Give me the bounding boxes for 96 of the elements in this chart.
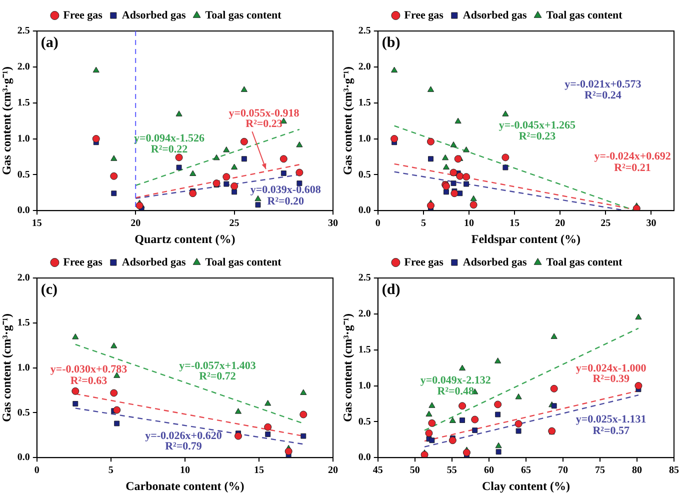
- y-axis-title: Gas content (cm³·g⁻¹): [340, 66, 354, 176]
- y-tick-label: 1.5: [17, 317, 30, 328]
- y-tick-label: 0.5: [17, 407, 30, 418]
- x-axis-title: Carbonate content (%): [126, 478, 244, 493]
- x-tick-label: 70: [558, 465, 568, 476]
- annotation: R²=0.24: [584, 90, 622, 102]
- x-tick-label: 0: [34, 465, 40, 476]
- annotation: R²=0.23: [518, 130, 556, 142]
- x-tick-label: 30: [328, 218, 338, 230]
- x-tick-label: 5: [108, 465, 114, 476]
- legend-label: Adsorbed gas: [462, 256, 528, 268]
- legend-label: Free gas: [63, 9, 104, 22]
- x-tick-label: 15: [32, 218, 42, 230]
- annotation: R²=0.79: [165, 440, 202, 453]
- y-tick-label: 2.0: [358, 308, 371, 320]
- x-tick-label: 55: [446, 465, 457, 476]
- annotation: R²=0.72: [199, 370, 236, 383]
- y-tick-label: 2.0: [17, 272, 30, 284]
- legend-label: Toal gas content: [205, 256, 282, 268]
- annotation: R²=0.22: [150, 143, 188, 156]
- x-tick-label: 20: [328, 465, 338, 476]
- y-tick-label: 1.5: [358, 344, 371, 356]
- chart-title: (c): [40, 282, 58, 298]
- x-tick-label: 85: [669, 465, 679, 476]
- legend-label: Toal gas content: [546, 256, 623, 268]
- x-tick-label: 60: [484, 465, 494, 476]
- y-tick-label: 2.5: [358, 26, 371, 37]
- x-tick-label: 25: [229, 218, 240, 230]
- y-tick-label: 0.0: [358, 205, 371, 216]
- y-tick-label: 1.5: [17, 97, 30, 108]
- annotation: R²=0.57: [592, 424, 630, 437]
- y-tick-label: 1.5: [358, 97, 371, 108]
- x-tick-label: 0: [375, 218, 380, 230]
- y-axis-title: Gas content (cm³·g⁻¹): [0, 314, 14, 422]
- y-tick-label: 0.0: [17, 205, 30, 216]
- x-tick-label: 20: [555, 218, 566, 230]
- annotation: y=0.049x-2.132: [420, 374, 492, 387]
- y-tick-label: 2.5: [358, 272, 371, 284]
- x-tick-label: 15: [254, 465, 264, 476]
- x-axis-title: Clay content (%): [482, 478, 570, 493]
- annotation: R²=0.21: [614, 162, 651, 174]
- x-tick-label: 5: [420, 218, 426, 230]
- legend-label: Free gas: [404, 256, 444, 268]
- y-axis-title: Gas content (cm³·g⁻¹): [0, 66, 14, 176]
- y-tick-label: 0.5: [358, 416, 371, 428]
- y-tick-label: 0.5: [17, 169, 30, 180]
- y-tick-label: 1.0: [358, 133, 371, 144]
- y-tick-label: 1.0: [358, 380, 371, 392]
- y-tick-label: 2.0: [17, 62, 30, 72]
- legend-label: Adsorbed gas: [462, 9, 528, 22]
- annotation: y=0.094x-1.526: [134, 132, 205, 145]
- annotation: y=0.055x-0.918: [228, 107, 300, 120]
- x-axis-title: Quartz content (%): [134, 232, 236, 246]
- x-tick-label: 65: [520, 465, 531, 476]
- y-tick-label: 0.0: [358, 452, 371, 464]
- annotation: y=-0.026x+0.620: [145, 430, 222, 442]
- y-tick-label: 1.0: [17, 133, 30, 144]
- y-axis-title: Gas content (cm³·g⁻¹): [340, 314, 354, 422]
- chart-title: (d): [382, 282, 400, 298]
- x-tick-label: 25: [600, 218, 611, 230]
- legend-label: Adsorbed gas: [122, 256, 187, 268]
- annotation: y=-0.057x+1.403: [179, 360, 256, 372]
- annotation: R²=0.39: [592, 373, 630, 386]
- y-tick-label: 1.0: [17, 362, 30, 374]
- legend-label: Free gas: [63, 256, 104, 268]
- legend-label: Adsorbed gas: [122, 9, 187, 22]
- x-tick-label: 80: [632, 465, 642, 476]
- y-tick-label: 2.5: [17, 26, 30, 37]
- annotation: R²=0.48: [437, 385, 475, 398]
- x-tick-label: 45: [372, 465, 383, 476]
- chart-title: (b): [382, 34, 400, 51]
- legend-label: Toal gas content: [205, 9, 282, 22]
- x-tick-label: 20: [130, 218, 141, 230]
- x-axis-title: Feldspar content (%): [471, 232, 581, 246]
- annotation: y=-0.021x+0.573: [564, 78, 642, 91]
- chart-title: (a): [40, 34, 58, 51]
- annotation: y=-0.024x+0.692: [594, 150, 672, 163]
- annotation: y=-0.030x+0.783: [50, 363, 128, 376]
- y-tick-label: 0.5: [358, 169, 371, 180]
- x-tick-label: 30: [646, 218, 656, 230]
- annotation: y=0.039x-0.608: [250, 184, 322, 196]
- annotation: y=0.024x-1.000: [576, 362, 647, 374]
- annotation: y=0.025x-1.131: [576, 413, 646, 426]
- y-tick-label: 0.0: [17, 452, 30, 464]
- legend-label: Free gas: [404, 9, 444, 22]
- x-tick-label: 50: [410, 465, 420, 476]
- annotation: R²=0.23: [246, 118, 283, 130]
- annotation: y=-0.045x+1.265: [498, 120, 576, 132]
- legend-label: Toal gas content: [546, 9, 623, 22]
- y-tick-label: 2.0: [358, 62, 371, 72]
- x-tick-label: 10: [180, 465, 190, 476]
- x-tick-label: 15: [510, 218, 520, 230]
- annotation: R²=0.63: [70, 375, 108, 388]
- x-tick-label: 75: [594, 465, 605, 476]
- x-tick-label: 10: [464, 218, 474, 230]
- annotation: R²=0.20: [267, 195, 304, 208]
